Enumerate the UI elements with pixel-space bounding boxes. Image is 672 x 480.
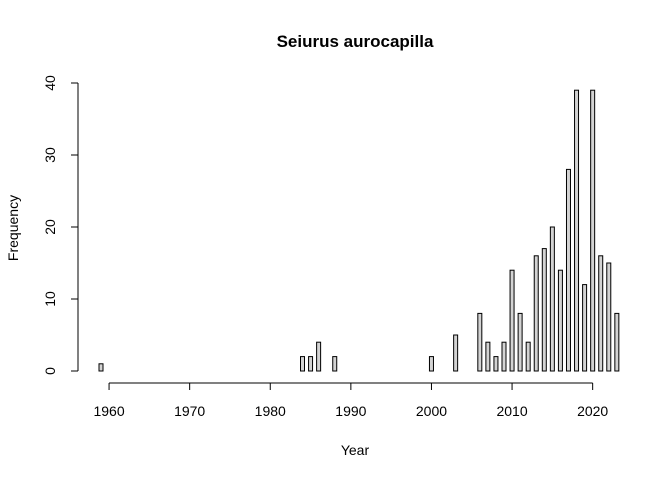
y-axis-label: Frequency — [5, 195, 21, 261]
bar-2012 — [525, 341, 531, 372]
bar-1984 — [300, 356, 305, 372]
bar-2003 — [453, 334, 459, 372]
bar-2000 — [428, 356, 434, 372]
y-tick-label: 40 — [42, 75, 58, 91]
y-axis: 0 10 20 30 40 — [42, 75, 79, 375]
x-tick-label: 1960 — [93, 403, 124, 419]
x-axis: 1960 1970 1980 1990 2000 2010 2020 — [93, 382, 608, 419]
x-tick-label: 1980 — [255, 403, 286, 419]
y-tick-label: 0 — [42, 367, 58, 375]
y-tick-label: 30 — [42, 147, 58, 163]
bar-1959 — [98, 363, 104, 372]
x-tick-label: 1970 — [174, 403, 205, 419]
bar-1988 — [332, 356, 338, 372]
bar-2011 — [517, 312, 523, 372]
x-tick-label: 2000 — [416, 403, 447, 419]
y-tick-label: 20 — [42, 219, 58, 235]
bar-2019 — [582, 284, 588, 372]
y-tick-label: 10 — [42, 291, 58, 307]
bar-2021 — [598, 255, 604, 372]
bar-2013 — [533, 255, 539, 372]
bar-2006 — [477, 312, 483, 372]
bar-2020 — [590, 89, 596, 372]
chart-title: Seiurus aurocapilla — [277, 32, 434, 51]
bar-2015 — [549, 226, 555, 372]
bars-group — [98, 89, 620, 372]
bar-2023 — [614, 312, 620, 372]
bar-2022 — [606, 262, 612, 372]
bar-1985 — [308, 356, 314, 372]
x-tick-label: 2020 — [577, 403, 608, 419]
x-axis-label: Year — [341, 442, 370, 458]
bar-2018 — [574, 89, 580, 372]
x-tick-label: 2010 — [496, 403, 527, 419]
bar-1986 — [316, 341, 322, 372]
x-tick-label: 1990 — [335, 403, 366, 419]
bar-2010 — [509, 269, 515, 372]
bar-2014 — [541, 248, 547, 372]
bar-2009 — [501, 341, 507, 372]
bar-2017 — [565, 168, 571, 372]
bar-2007 — [485, 341, 491, 372]
bar-2008 — [493, 356, 499, 372]
bar-2016 — [557, 269, 563, 372]
